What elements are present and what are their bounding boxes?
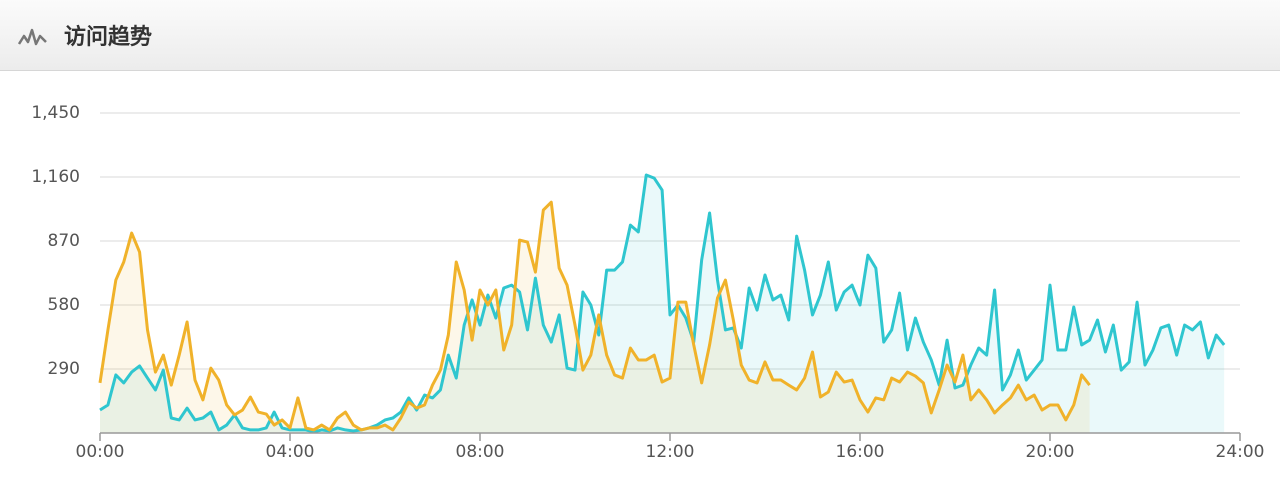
series-line	[98, 200, 1091, 432]
y-tick-label: 870	[48, 231, 80, 251]
x-tick-label: 08:00	[456, 442, 505, 462]
x-tick-label: 12:00	[646, 442, 695, 462]
x-tick-label: 00:00	[76, 442, 125, 462]
x-tick-label: 20:00	[1026, 442, 1075, 462]
y-tick-label: 580	[48, 295, 80, 315]
header-bar	[0, 0, 1280, 70]
header-title: 访问趋势	[64, 24, 152, 50]
series-line	[99, 173, 1226, 434]
x-tick-label: 24:00	[1216, 442, 1265, 462]
y-tick-label: 1,450	[31, 103, 80, 123]
series-area	[100, 202, 1090, 433]
x-tick-label: 04:00	[266, 442, 315, 462]
trend-icon	[17, 28, 47, 46]
y-tick-label: 1,160	[31, 167, 80, 187]
x-tick-label: 16:00	[836, 442, 885, 462]
y-tick-label: 290	[48, 359, 80, 379]
